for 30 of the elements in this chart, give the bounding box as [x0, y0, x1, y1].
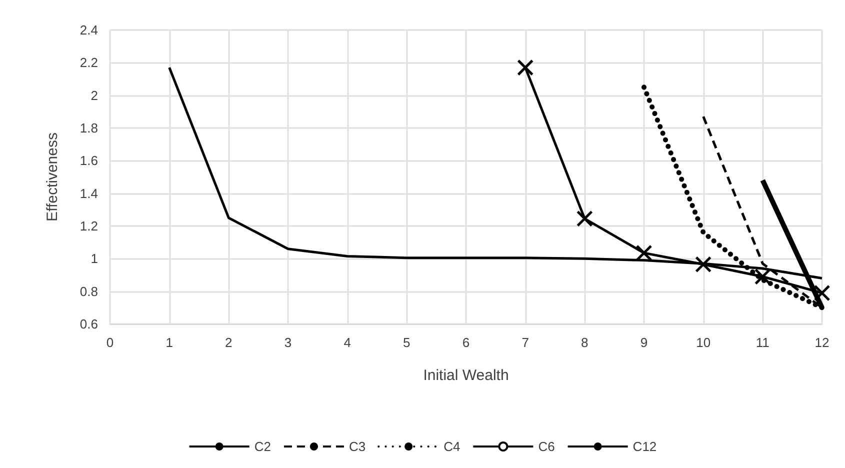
- x-tick-label: 12: [814, 335, 830, 350]
- x-tick-label: 10: [696, 335, 711, 350]
- y-tick-label: 1.8: [80, 120, 98, 136]
- y-tick-label: 1.2: [80, 218, 98, 234]
- y-tick-label: 1: [90, 251, 98, 266]
- x-tick-label: 1: [166, 335, 173, 350]
- legend-label: C4: [444, 439, 460, 454]
- x-tick-label: 6: [462, 335, 470, 350]
- y-tick-label: 0.6: [80, 316, 98, 332]
- x-tick-label: 8: [581, 335, 588, 350]
- y-tick-label: 2.2: [80, 55, 98, 70]
- x-tick-label: 3: [284, 335, 292, 350]
- legend-label: C3: [348, 439, 366, 454]
- x-tick-label: 2: [225, 335, 232, 350]
- y-axis-title: Effectiveness: [44, 132, 61, 222]
- x-tick-label: 4: [344, 335, 351, 350]
- y-tick-label: 2.4: [80, 22, 98, 38]
- y-tick-label: 1.6: [80, 153, 98, 168]
- legend-label: C2: [254, 439, 271, 454]
- legend-label: C12: [632, 439, 657, 454]
- y-tick-label: 2: [90, 88, 98, 103]
- x-axis-title: Initial Wealth: [423, 367, 509, 384]
- x-tick-label: 5: [403, 335, 410, 350]
- x-tick-label: 9: [640, 335, 648, 350]
- y-tick-label: 0.8: [80, 284, 98, 299]
- legend-label: C6: [538, 439, 555, 454]
- x-tick-label: 11: [756, 335, 770, 350]
- x-tick-label: 0: [106, 335, 114, 350]
- x-tick-label: 7: [522, 335, 529, 350]
- y-tick-label: 1.4: [80, 186, 98, 201]
